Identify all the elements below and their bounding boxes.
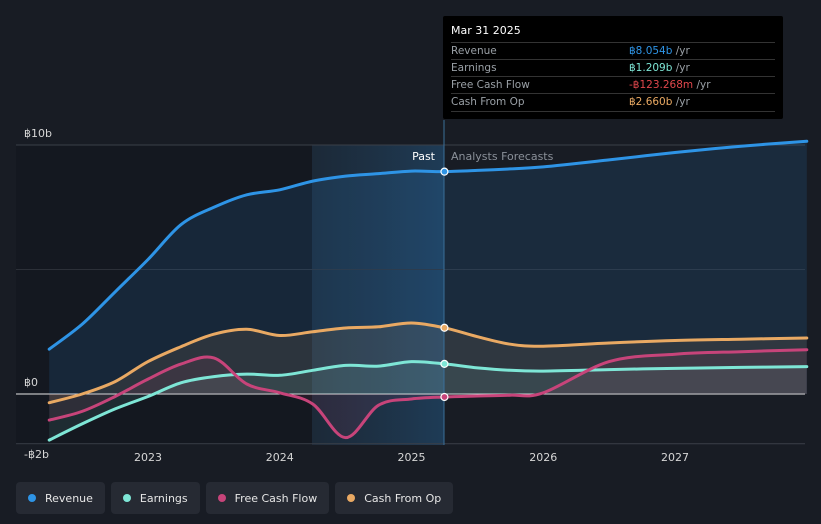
x-tick-label: 2025 — [398, 451, 426, 464]
legend-dot — [217, 494, 226, 502]
legend-label: Earnings — [139, 491, 188, 505]
x-tick-label: 2026 — [529, 451, 557, 464]
financial-chart: ฿10b ฿0 -฿2b 2023 2024 2025 2026 2027 Past Ana… — [16, 120, 809, 464]
legend-dot — [28, 494, 36, 502]
line-revenue — [47, 139, 809, 351]
line-free-cash-flow — [47, 348, 809, 440]
marker-free-cash-flow — [440, 392, 449, 402]
tooltip-label: Earnings — [451, 62, 497, 74]
tooltip: Mar 31 2025 Revenue ฿8.054b /yr Earnings… — [443, 16, 783, 119]
y-tick-label: -฿2b — [24, 448, 49, 461]
line-earnings — [47, 360, 809, 442]
legend: Revenue Earnings Free Cash Flow Cash Fro… — [16, 482, 454, 516]
area-free-cash-flow — [49, 349, 807, 438]
x-tick-label: 2027 — [661, 451, 689, 464]
legend-item-free-cash-flow[interactable]: Free Cash Flow — [205, 482, 330, 514]
legend-label: Revenue — [45, 491, 93, 505]
legend-item-revenue[interactable]: Revenue — [16, 482, 105, 514]
tooltip-row-free-cash-flow: Free Cash Flow -฿123.268m /yr — [451, 76, 775, 94]
legend-dot — [122, 494, 131, 502]
tooltip-value: ฿8.054b /yr — [629, 45, 690, 57]
legend-label: Cash From Op — [364, 491, 442, 505]
tooltip-label: Revenue — [451, 45, 497, 57]
past-label: Past — [412, 150, 436, 163]
tooltip-row-earnings: Earnings ฿1.209b /yr — [451, 59, 775, 77]
tooltip-row-cash-from-op: Cash From Op ฿2.660b /yr — [451, 93, 775, 112]
marker-cash-from-op — [440, 323, 449, 332]
past-highlight-region — [312, 145, 444, 445]
marker-revenue — [440, 167, 449, 176]
tooltip-date: Mar 31 2025 — [451, 24, 521, 37]
tooltip-value: -฿123.268m /yr — [629, 79, 711, 91]
forecast-label: Analysts Forecasts — [451, 150, 554, 163]
x-tick-label: 2023 — [134, 451, 162, 464]
line-cash-from-op — [47, 321, 809, 405]
tooltip-row-revenue: Revenue ฿8.054b /yr — [451, 42, 775, 60]
tooltip-value: ฿1.209b /yr — [629, 62, 690, 74]
x-tick-label: 2024 — [266, 451, 294, 464]
tooltip-label: Free Cash Flow — [451, 79, 530, 91]
area-earnings — [49, 361, 807, 441]
legend-dot — [347, 494, 356, 502]
legend-label: Free Cash Flow — [234, 491, 318, 505]
tooltip-label: Cash From Op — [451, 96, 525, 108]
past-darker-region — [16, 145, 312, 445]
legend-item-cash-from-op[interactable]: Cash From Op — [335, 482, 454, 514]
tooltip-value: ฿2.660b /yr — [629, 96, 690, 108]
y-tick-label: ฿0 — [24, 376, 38, 389]
y-tick-label: ฿10b — [24, 127, 52, 140]
legend-item-earnings[interactable]: Earnings — [110, 482, 200, 514]
marker-earnings — [440, 359, 449, 368]
